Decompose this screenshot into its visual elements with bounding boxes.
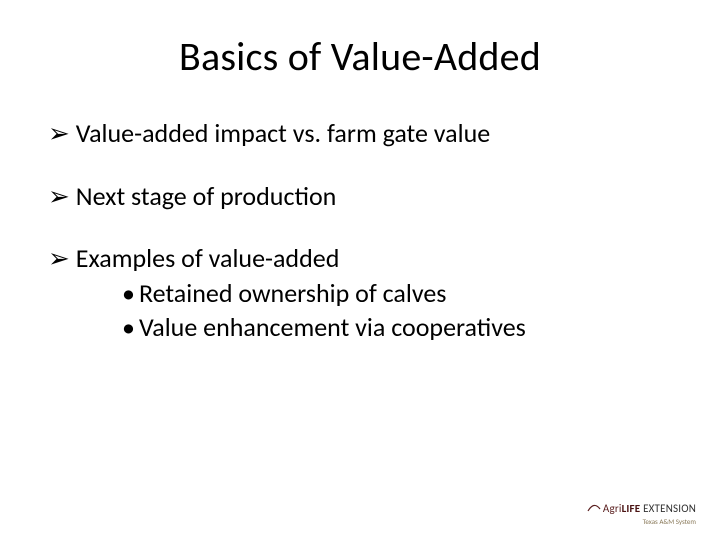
logo-subline: Texas A&M System: [587, 517, 696, 526]
bullet-item: ➢Next stage of production: [48, 180, 672, 213]
sub-bullet-item: •Value enhancement via cooperatives: [122, 311, 672, 344]
dot-icon: •: [122, 277, 135, 310]
sub-bullet-list: •Retained ownership of calves •Value enh…: [48, 277, 672, 344]
bullet-item: ➢Examples of value-added •Retained owner…: [48, 242, 672, 344]
bullet-item: ➢Value-added impact vs. farm gate value: [48, 117, 672, 150]
chevron-icon: ➢: [48, 242, 70, 275]
chevron-icon: ➢: [48, 117, 70, 150]
chevron-icon: ➢: [48, 180, 70, 213]
logo-suffix: EXTENSION: [640, 502, 696, 515]
swoosh-icon: [587, 503, 601, 516]
footer-logo: AgriLIFE EXTENSION Texas A&M System: [587, 502, 696, 526]
slide: Basics of Value-Added ➢Value-added impac…: [0, 0, 720, 540]
bullet-text: Examples of value-added: [76, 242, 340, 274]
logo-prefix: Agri: [603, 502, 622, 515]
logo-brand: AgriLIFE EXTENSION: [587, 502, 696, 516]
sub-bullet-item: •Retained ownership of calves: [122, 277, 672, 310]
bullet-text: Value-added impact vs. farm gate value: [76, 117, 490, 149]
sub-bullet-text: Value enhancement via cooperatives: [139, 311, 526, 343]
dot-icon: •: [122, 311, 135, 344]
sub-bullet-text: Retained ownership of calves: [139, 277, 446, 309]
slide-title: Basics of Value-Added: [48, 32, 672, 81]
bullet-list: ➢Value-added impact vs. farm gate value …: [48, 117, 672, 344]
bullet-text: Next stage of production: [76, 180, 337, 212]
logo-bold: LIFE: [622, 502, 641, 515]
